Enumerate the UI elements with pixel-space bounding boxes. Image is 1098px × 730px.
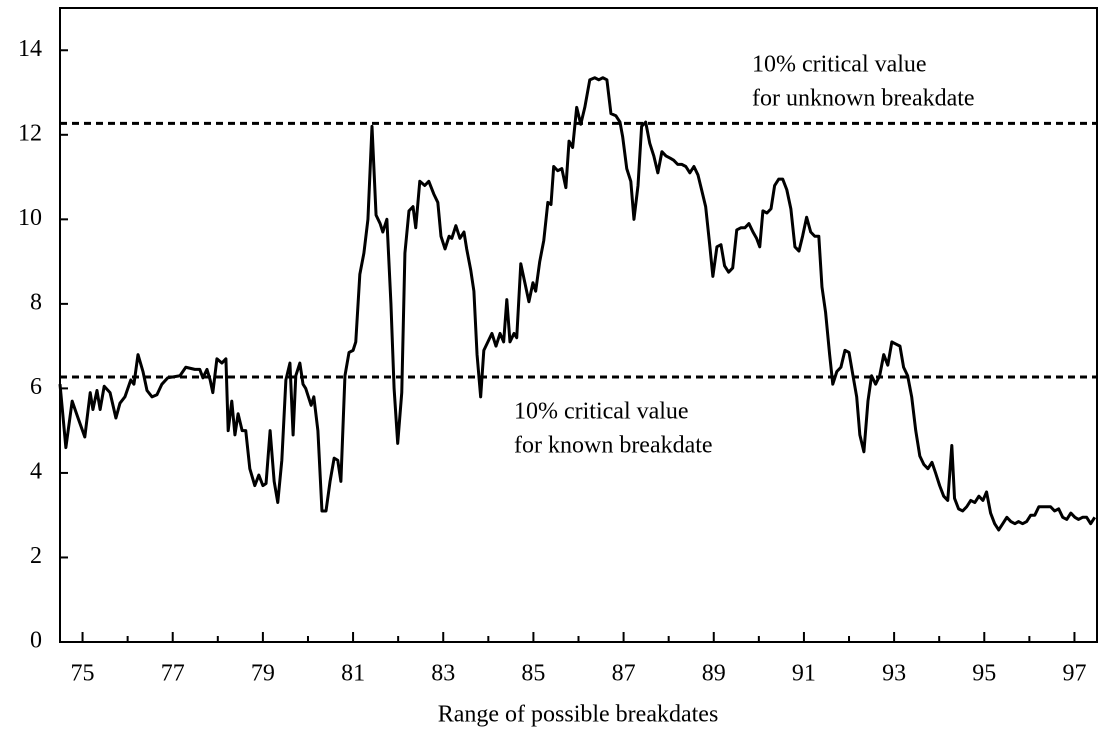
x-tick-label: 83 — [431, 661, 455, 687]
annotation: 10% critical value — [752, 52, 927, 78]
y-tick-label: 12 — [18, 120, 42, 146]
data-line — [58, 76, 1097, 532]
x-tick-label: 97 — [1062, 661, 1086, 687]
y-tick-label: 6 — [30, 374, 42, 400]
y-tick-label: 10 — [18, 205, 42, 231]
y-tick-label: 0 — [30, 628, 42, 654]
x-axis-label: Range of possible breakdates — [438, 702, 719, 728]
x-tick-label: 79 — [251, 661, 275, 687]
y-tick-label: 4 — [30, 458, 42, 484]
x-tick-label: 75 — [71, 661, 95, 687]
x-tick-label: 89 — [702, 661, 726, 687]
annotation: 10% critical value — [514, 399, 689, 425]
x-tick-label: 87 — [612, 661, 636, 687]
x-tick-label: 95 — [972, 661, 996, 687]
y-tick-label: 2 — [30, 543, 42, 569]
annotation: for unknown breakdate — [752, 86, 975, 112]
y-tick-label: 14 — [18, 36, 42, 62]
annotation: for known breakdate — [514, 433, 713, 459]
x-tick-label: 93 — [882, 661, 906, 687]
x-tick-label: 91 — [792, 661, 816, 687]
x-tick-label: 85 — [521, 661, 545, 687]
x-tick-label: 81 — [341, 661, 365, 687]
y-tick-label: 8 — [30, 289, 42, 315]
x-tick-label: 77 — [161, 661, 185, 687]
